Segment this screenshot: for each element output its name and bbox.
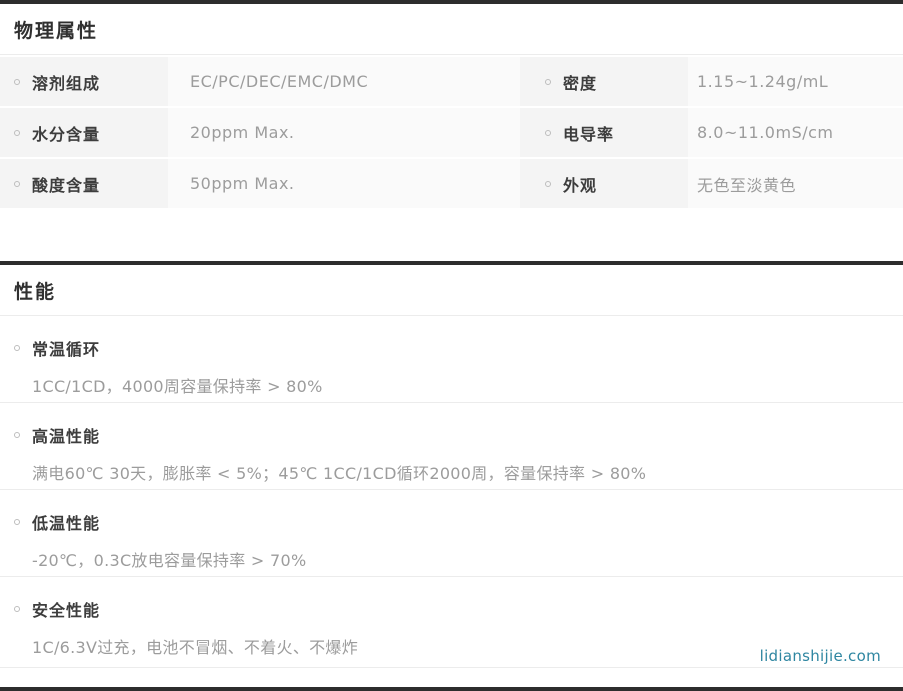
prop-label-moisture: 水分含量 bbox=[0, 108, 168, 157]
table-row: 水分含量 20ppm Max. 电导率 8.0~11.0mS/cm bbox=[0, 108, 903, 157]
ring-bullet-icon bbox=[545, 78, 551, 85]
section-top-bar bbox=[0, 261, 903, 265]
perf-item-label: 常温循环 bbox=[32, 340, 101, 359]
prop-value-text: 50ppm Max. bbox=[190, 174, 295, 193]
ring-bullet-icon bbox=[14, 129, 20, 136]
prop-label-conductivity: 电导率 bbox=[520, 108, 688, 157]
bottom-bar bbox=[0, 687, 903, 691]
ring-bullet-icon bbox=[14, 432, 20, 438]
perf-item-safety: 安全性能 1C/6.3V过充，电池不冒烟、不着火、不爆炸 lidianshiji… bbox=[0, 577, 903, 668]
section-top-bar bbox=[0, 0, 903, 4]
perf-item-label: 低温性能 bbox=[32, 514, 101, 533]
perf-item-room-temp-cycle: 常温循环 1CC/1CD，4000周容量保持率 > 80% bbox=[0, 316, 903, 403]
prop-label-text: 密度 bbox=[563, 73, 598, 93]
ring-bullet-icon bbox=[545, 180, 551, 187]
prop-label-text: 酸度含量 bbox=[32, 175, 101, 195]
perf-item-description: 1C/6.3V过充，电池不冒烟、不着火、不爆炸 bbox=[32, 638, 359, 657]
prop-value-text: 无色至淡黄色 bbox=[697, 175, 797, 195]
perf-item-high-temp: 高温性能 满电60℃ 30天，膨胀率 < 5%；45℃ 1CC/1CD循环200… bbox=[0, 403, 903, 490]
perf-item-title-row: 常温循环 bbox=[14, 336, 889, 360]
physical-properties-title: 物理属性 bbox=[14, 19, 99, 42]
prop-label-acidity: 酸度含量 bbox=[0, 159, 168, 208]
performance-section: 性能 常温循环 1CC/1CD，4000周容量保持率 > 80% 高温性能 满电… bbox=[0, 261, 903, 668]
perf-item-label: 安全性能 bbox=[32, 601, 101, 620]
prop-value-moisture: 20ppm Max. bbox=[168, 108, 520, 157]
ring-bullet-icon bbox=[545, 129, 551, 136]
prop-value-text: 8.0~11.0mS/cm bbox=[697, 123, 834, 142]
section-gap bbox=[0, 208, 903, 261]
table-row: 酸度含量 50ppm Max. 外观 无色至淡黄色 bbox=[0, 159, 903, 208]
perf-item-title-row: 高温性能 bbox=[14, 423, 889, 447]
ring-bullet-icon bbox=[14, 78, 20, 85]
prop-value-appearance: 无色至淡黄色 bbox=[688, 159, 903, 208]
prop-label-text: 电导率 bbox=[563, 124, 615, 144]
ring-bullet-icon bbox=[14, 519, 20, 525]
prop-value-acidity: 50ppm Max. bbox=[168, 159, 520, 208]
perf-item-low-temp: 低温性能 -20℃，0.3C放电容量保持率 > 70% bbox=[0, 490, 903, 577]
perf-item-description: 满电60℃ 30天，膨胀率 < 5%；45℃ 1CC/1CD循环2000周，容量… bbox=[32, 464, 647, 483]
prop-label-density: 密度 bbox=[520, 57, 688, 106]
prop-label-text: 外观 bbox=[563, 175, 598, 195]
prop-value-conductivity: 8.0~11.0mS/cm bbox=[688, 108, 903, 157]
site-watermark: lidianshijie.com bbox=[759, 647, 881, 665]
bottom-gap bbox=[0, 668, 903, 687]
perf-item-description: -20℃，0.3C放电容量保持率 > 70% bbox=[32, 551, 307, 570]
physical-properties-section: 物理属性 溶剂组成 EC/PC/DEC/EMC/DMC 密度 1.15~1.24… bbox=[0, 0, 903, 208]
prop-label-solvent: 溶剂组成 bbox=[0, 57, 168, 106]
prop-label-text: 水分含量 bbox=[32, 124, 101, 144]
perf-item-title-row: 低温性能 bbox=[14, 510, 889, 534]
prop-value-text: 1.15~1.24g/mL bbox=[697, 72, 829, 91]
physical-properties-header: 物理属性 bbox=[0, 4, 903, 55]
perf-item-title-row: 安全性能 bbox=[14, 597, 889, 621]
prop-value-text: 20ppm Max. bbox=[190, 123, 295, 142]
performance-title: 性能 bbox=[14, 280, 57, 303]
prop-value-text: EC/PC/DEC/EMC/DMC bbox=[190, 72, 369, 91]
ring-bullet-icon bbox=[14, 180, 20, 187]
prop-label-text: 溶剂组成 bbox=[32, 73, 101, 93]
performance-header: 性能 bbox=[0, 265, 903, 316]
perf-item-description: 1CC/1CD，4000周容量保持率 > 80% bbox=[32, 377, 323, 396]
ring-bullet-icon bbox=[14, 606, 20, 612]
prop-label-appearance: 外观 bbox=[520, 159, 688, 208]
table-row: 溶剂组成 EC/PC/DEC/EMC/DMC 密度 1.15~1.24g/mL bbox=[0, 57, 903, 106]
prop-value-density: 1.15~1.24g/mL bbox=[688, 57, 903, 106]
prop-value-solvent: EC/PC/DEC/EMC/DMC bbox=[168, 57, 520, 106]
ring-bullet-icon bbox=[14, 345, 20, 351]
perf-item-label: 高温性能 bbox=[32, 427, 101, 446]
